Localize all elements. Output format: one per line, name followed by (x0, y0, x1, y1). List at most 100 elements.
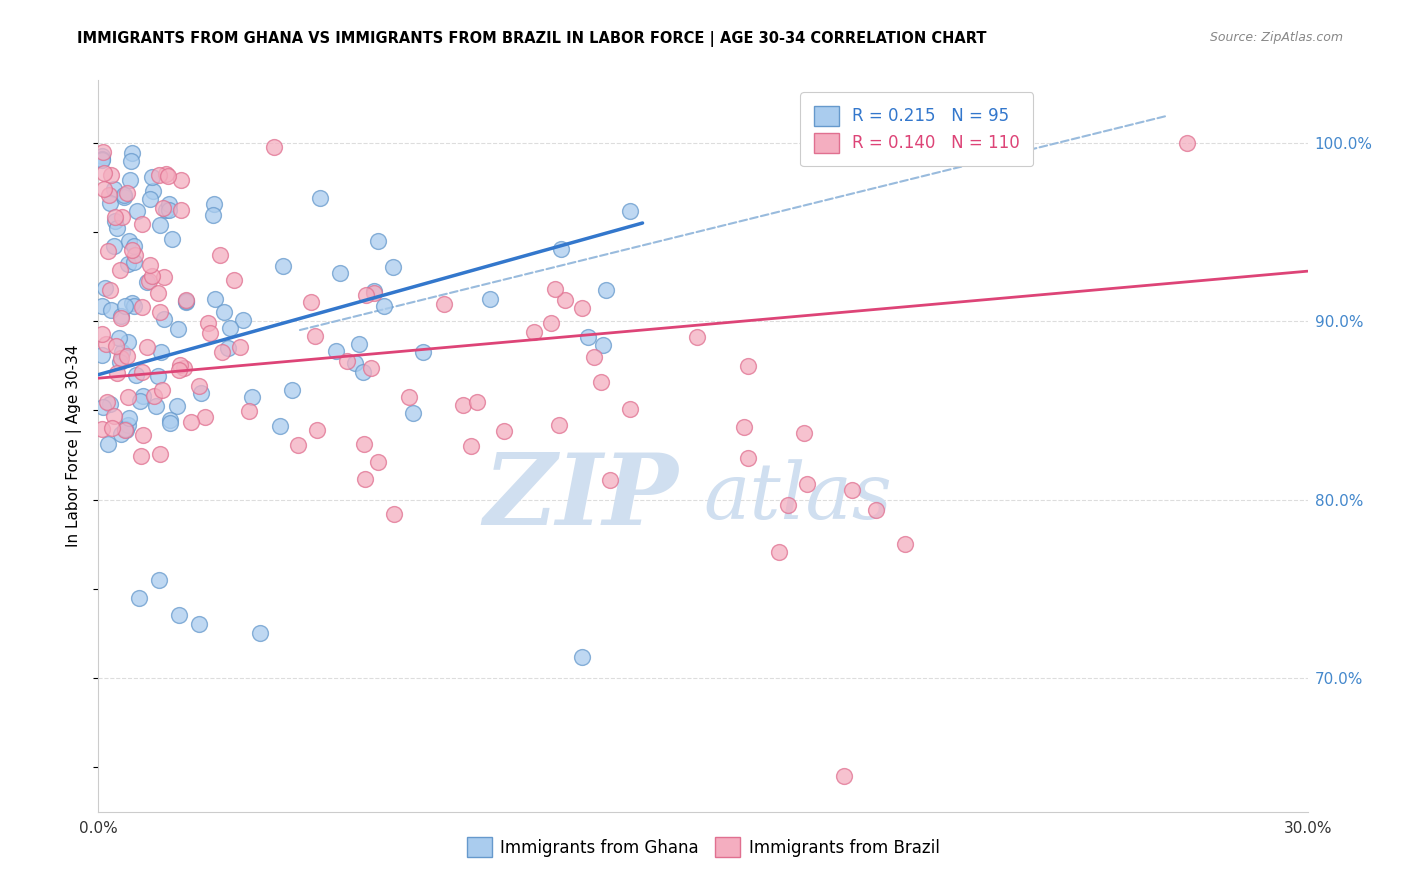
Point (382, 260, 405, 274)
Point (91, 326, 114, 341)
Point (101, 421, 124, 435)
Point (222, 273, 245, 287)
Point (354, 472, 377, 486)
Point (128, 394, 150, 409)
Point (155, 202, 177, 217)
Point (451, 398, 474, 412)
Point (363, 286, 385, 301)
Point (104, 211, 127, 225)
Point (229, 340, 252, 354)
Point (167, 608, 190, 623)
Point (212, 305, 235, 319)
Point (733, 419, 755, 434)
Point (98, 196, 121, 211)
Point (141, 169, 163, 184)
Point (737, 450, 759, 465)
Point (148, 369, 170, 384)
Point (98, 283, 121, 297)
Point (94, 336, 117, 351)
Point (356, 288, 378, 302)
Point (110, 310, 132, 324)
Point (128, 591, 150, 605)
Point (219, 320, 242, 334)
Point (353, 436, 375, 450)
Point (173, 360, 195, 375)
Point (156, 169, 179, 184)
Point (336, 354, 359, 368)
Point (169, 203, 191, 218)
Point (120, 154, 142, 169)
Point (194, 410, 217, 425)
Point (478, 292, 501, 306)
Point (174, 293, 197, 308)
Point (136, 275, 159, 289)
Point (125, 368, 148, 382)
Point (349, 337, 371, 351)
Point (865, 503, 887, 517)
Point (121, 295, 143, 310)
Point (100, 169, 122, 183)
Point (398, 390, 420, 404)
Point (180, 415, 202, 429)
Point (110, 345, 132, 359)
Point (768, 545, 790, 559)
Point (91, 400, 114, 414)
Point (117, 186, 139, 200)
Point (305, 423, 328, 437)
Point (150, 384, 173, 398)
Point (204, 292, 226, 306)
Point (110, 426, 132, 441)
Point (118, 410, 141, 425)
Point (145, 399, 167, 413)
Text: atlas: atlas (703, 459, 891, 535)
Y-axis label: In Labor Force | Age 30-34: In Labor Force | Age 30-34 (66, 344, 83, 548)
Point (412, 345, 434, 359)
Point (91, 422, 114, 436)
Point (146, 285, 169, 300)
Point (114, 299, 136, 313)
Point (148, 573, 170, 587)
Point (198, 326, 221, 341)
Point (91, 153, 114, 167)
Point (686, 330, 709, 344)
Point (105, 339, 128, 353)
Point (97, 188, 120, 202)
Point (170, 173, 193, 187)
Point (129, 449, 152, 463)
Point (118, 235, 141, 249)
Point (110, 355, 132, 369)
Text: ZIP: ZIP (484, 449, 679, 545)
Point (96, 394, 118, 409)
Point (132, 428, 155, 442)
Point (139, 193, 162, 207)
Point (619, 203, 641, 218)
Point (460, 439, 482, 453)
Point (382, 507, 405, 521)
Point (619, 401, 641, 416)
Point (363, 285, 385, 299)
Point (159, 202, 181, 217)
Point (281, 383, 304, 397)
Point (131, 300, 153, 314)
Point (344, 356, 367, 370)
Point (132, 389, 155, 403)
Point (108, 263, 131, 277)
Point (329, 266, 352, 280)
Point (93, 166, 115, 180)
Point (121, 243, 143, 257)
Point (232, 313, 254, 327)
Text: IMMIGRANTS FROM GHANA VS IMMIGRANTS FROM BRAZIL IN LABOR FORCE | AGE 30-34 CORRE: IMMIGRANTS FROM GHANA VS IMMIGRANTS FROM… (77, 31, 987, 47)
Point (115, 423, 138, 437)
Point (112, 187, 135, 202)
Point (595, 283, 617, 297)
Point (112, 190, 135, 204)
Point (91, 145, 114, 160)
Point (110, 351, 132, 366)
Point (208, 248, 231, 262)
Point (152, 311, 174, 326)
Point (576, 330, 599, 344)
Point (269, 419, 291, 434)
Point (98, 397, 121, 411)
Point (104, 214, 127, 228)
Point (373, 300, 395, 314)
